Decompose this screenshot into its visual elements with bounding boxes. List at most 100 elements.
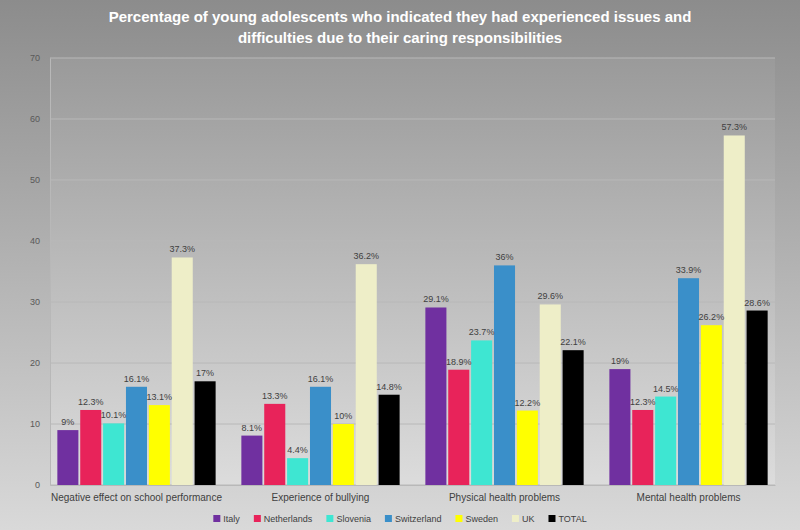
axis-line (50, 59, 51, 486)
bar (471, 340, 492, 485)
tick: 0 (35, 480, 50, 490)
grid-line (50, 119, 775, 120)
bar (563, 350, 584, 485)
tick-label: 50 (30, 175, 40, 185)
data-label: 19% (611, 356, 629, 366)
grid-line (50, 180, 775, 181)
data-labels: 9% 8.1% 29.1% 19% 12.3% 13.3% 18.9% 12.3% 10.1% 4… (61, 122, 770, 455)
bar (425, 307, 446, 485)
data-label: 23.7% (469, 327, 495, 337)
data-label: 12.3% (630, 397, 656, 407)
data-label: 9% (61, 417, 74, 427)
tick-label: Negative effect on school performance (51, 492, 222, 503)
data-label: 36% (495, 252, 513, 262)
y-axis: 0 10 20 30 40 50 60 70 (30, 53, 51, 490)
data-label: 18.9% (446, 357, 472, 367)
bar (609, 369, 630, 485)
grid (50, 58, 775, 485)
bar (103, 423, 124, 485)
bar (310, 387, 331, 485)
tick-label: 40 (30, 236, 40, 246)
tick: 70 (30, 53, 50, 63)
grid-line (50, 363, 775, 364)
tick-label: Physical health problems (449, 492, 560, 503)
tick: 10 (30, 419, 50, 429)
bar (540, 304, 561, 485)
tick: Experience of bullying (272, 485, 370, 503)
data-label: 17% (196, 368, 214, 378)
legend-item: UK (512, 514, 535, 524)
data-label: 13.3% (262, 391, 288, 401)
tick: Physical health problems (449, 485, 560, 503)
tick: Negative effect on school performance (51, 485, 222, 503)
bar (126, 387, 147, 485)
bar (80, 410, 101, 485)
tick-label: 30 (30, 297, 40, 307)
legend-swatch (213, 515, 220, 522)
legend-label: TOTAL (558, 514, 586, 524)
data-label: 16.1% (124, 374, 150, 384)
data-label: 26.2% (699, 312, 725, 322)
legend-item: Italy (213, 514, 240, 524)
series (149, 325, 722, 485)
bar (747, 311, 768, 485)
bar (678, 278, 699, 485)
legend-label: Slovenia (336, 514, 371, 524)
legend-label: Italy (223, 514, 240, 524)
tick: 30 (30, 297, 50, 307)
grid-line (50, 302, 775, 303)
bar (57, 430, 78, 485)
data-label: 29.1% (423, 294, 449, 304)
legend-item: Sweden (455, 514, 498, 524)
bar (287, 458, 308, 485)
bar (517, 411, 538, 485)
x-axis: Negative effect on school performance Exp… (51, 485, 776, 503)
background (0, 0, 800, 530)
legend-label: Switzerland (395, 514, 442, 524)
data-label: 14.8% (376, 382, 402, 392)
data-label: 16.1% (308, 374, 334, 384)
bar (632, 410, 653, 485)
data-label: 10.1% (101, 410, 127, 420)
bar (448, 370, 469, 485)
legend-label: Netherlands (264, 514, 313, 524)
tick: 20 (30, 358, 50, 368)
data-label: 36.2% (353, 251, 379, 261)
legend-swatch (385, 515, 392, 522)
data-label: 57.3% (721, 122, 747, 132)
data-label: 13.1% (147, 392, 173, 402)
tick-label: 60 (30, 114, 40, 124)
legend-swatch (455, 515, 462, 522)
bar (494, 265, 515, 485)
legend-swatch (326, 515, 333, 522)
bar (701, 325, 722, 485)
bar (333, 424, 354, 485)
tick-label: 70 (30, 53, 40, 63)
legend-item: Slovenia (326, 514, 371, 524)
legend-item: TOTAL (548, 514, 586, 524)
tick-label: 10 (30, 419, 40, 429)
tick-label: Mental health problems (637, 492, 741, 503)
data-label: 12.3% (78, 397, 104, 407)
tick-label: Experience of bullying (272, 492, 370, 503)
data-label: 37.3% (169, 244, 195, 254)
data-label: 10% (334, 411, 352, 421)
bars (57, 135, 767, 485)
data-label: 12.2% (515, 398, 541, 408)
bar (379, 395, 400, 485)
data-label: 29.6% (537, 291, 563, 301)
plot-area (50, 58, 775, 485)
tick: 60 (30, 114, 50, 124)
data-label: 4.4% (287, 445, 308, 455)
bar (172, 257, 193, 485)
axis-line (51, 485, 776, 486)
title: Percentage of young adolescents who indi… (109, 8, 692, 46)
data-label: 22.1% (560, 337, 586, 347)
legend-item: Switzerland (385, 514, 442, 524)
data-label: 8.1% (242, 423, 263, 433)
bar (724, 135, 745, 485)
grid-line (50, 58, 775, 59)
bar (195, 381, 216, 485)
series (126, 265, 699, 485)
data-label: 28.6% (744, 298, 770, 308)
